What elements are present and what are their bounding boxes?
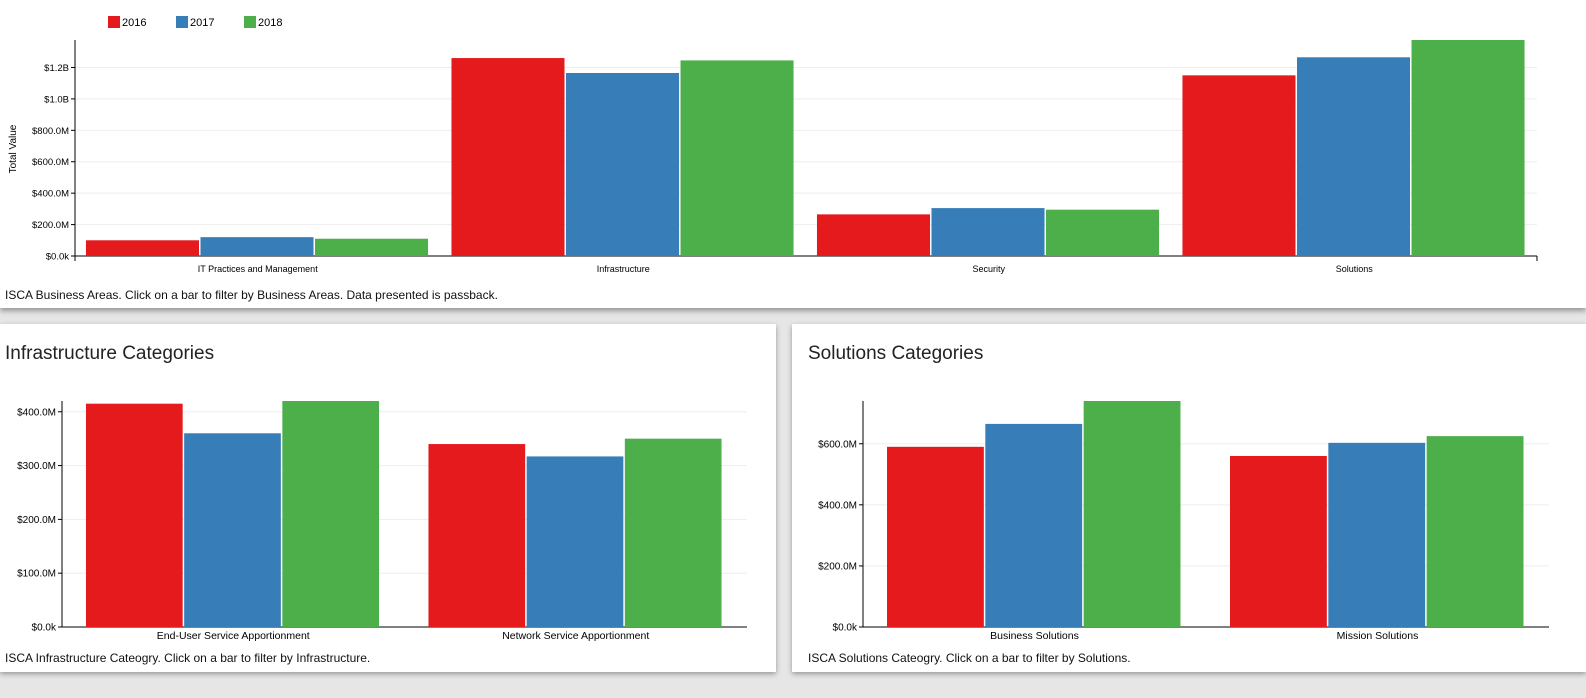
bar-solutions-2017 (1296, 57, 1411, 256)
bar-end-user-service-apportionment-2018 (282, 401, 380, 627)
legend-swatch-2017 (176, 16, 188, 28)
y-tick-label: $200.0M (818, 561, 857, 572)
x-category-label: Mission Solutions (1337, 630, 1419, 642)
y-tick-label: $0.0k (32, 623, 57, 634)
business-areas-caption: ISCA Business Areas. Click on a bar to f… (5, 288, 498, 302)
bar-infrastructure-2016 (451, 58, 565, 256)
legend-label-2016: 2016 (122, 17, 146, 29)
solutions-categories-chart: $0.0k $200.0M $400.0M $600.0M Business Solut… (818, 401, 1549, 642)
bar-end-user-service-apportionment-2017 (184, 433, 281, 627)
infrastructure-categories-chart: $0.0k $100.0M $200.0M $300.0M $400.0M End-Use… (17, 401, 747, 642)
business-areas-chart: $0.0k $200.0M $400.0M $600.0M $800.0M $1.0B $1… (8, 16, 1538, 274)
x-category-label: Infrastructure (597, 264, 650, 274)
solutions-caption: ISCA Solutions Cateogry. Click on a bar … (808, 651, 1131, 665)
y-tick-label: $0.0k (833, 623, 858, 634)
bar-security-2018 (1046, 209, 1160, 256)
y-tick-label: $200.0M (17, 515, 56, 526)
bar-solutions-2018 (1411, 40, 1525, 256)
legend-label-2017: 2017 (190, 17, 214, 29)
bar-solutions-2016 (1182, 75, 1296, 256)
y-tick-label: $800.0M (32, 126, 69, 137)
solutions-categories-title: Solutions Categories (808, 343, 984, 364)
y-tick-label: $1.2B (44, 63, 69, 74)
y-tick-label: $400.0M (818, 500, 857, 511)
y-tick-label: $200.0M (32, 220, 69, 231)
bar-business-solutions-2017 (985, 423, 1083, 627)
bar-infrastructure-2018 (680, 60, 794, 257)
bar-network-service-apportionment-2016 (428, 444, 526, 627)
y-tick-label: $300.0M (17, 461, 56, 472)
y-tick-label: $400.0M (32, 189, 69, 200)
business-areas-panel: $0.0k $200.0M $400.0M $600.0M $800.0M $1.0B $1… (0, 0, 1586, 308)
x-category-label: Solutions (1336, 264, 1374, 274)
legend-swatch-2018 (244, 16, 256, 28)
y-tick-label: $400.0M (17, 407, 56, 418)
x-category-label: IT Practices and Management (198, 264, 318, 274)
bar-it-practices-and-management-2018 (315, 238, 429, 256)
infrastructure-caption: ISCA Infrastructure Cateogry. Click on a… (5, 651, 371, 665)
y-tick-label: $600.0M (32, 157, 69, 168)
y-tick-label: $100.0M (17, 569, 56, 580)
y-tick-label: $0.0k (46, 252, 69, 263)
x-category-label: End-User Service Apportionment (157, 630, 310, 642)
infrastructure-categories-title: Infrastructure Categories (5, 343, 215, 364)
bar-it-practices-and-management-2017 (200, 237, 314, 256)
y-tick-label: $600.0M (818, 439, 857, 450)
bar-it-practices-and-management-2016 (85, 240, 199, 256)
x-category-label: Security (972, 264, 1005, 274)
legend-label-2018: 2018 (258, 17, 282, 29)
bar-security-2017 (931, 208, 1045, 256)
bar-business-solutions-2018 (1083, 401, 1181, 627)
bar-mission-solutions-2018 (1426, 436, 1524, 627)
x-category-label: Network Service Apportionment (502, 630, 649, 642)
bar-mission-solutions-2016 (1230, 455, 1327, 627)
x-category-label: Business Solutions (990, 630, 1079, 642)
bar-business-solutions-2016 (887, 446, 984, 627)
solutions-categories-panel: Solutions Categories $0.0k $200.0M $400.0M… (792, 324, 1586, 672)
bar-infrastructure-2017 (565, 72, 680, 256)
y-axis-label: Total Value (8, 124, 19, 173)
bar-network-service-apportionment-2018 (624, 438, 722, 627)
infrastructure-categories-panel: Infrastructure Categories $0.0k $100.0M $2… (0, 324, 776, 672)
legend-swatch-2016 (108, 16, 120, 28)
bar-mission-solutions-2017 (1328, 442, 1426, 627)
bar-network-service-apportionment-2017 (526, 456, 624, 627)
y-tick-label: $1.0B (44, 94, 69, 105)
bar-end-user-service-apportionment-2016 (85, 403, 183, 627)
bar-security-2016 (816, 214, 930, 256)
